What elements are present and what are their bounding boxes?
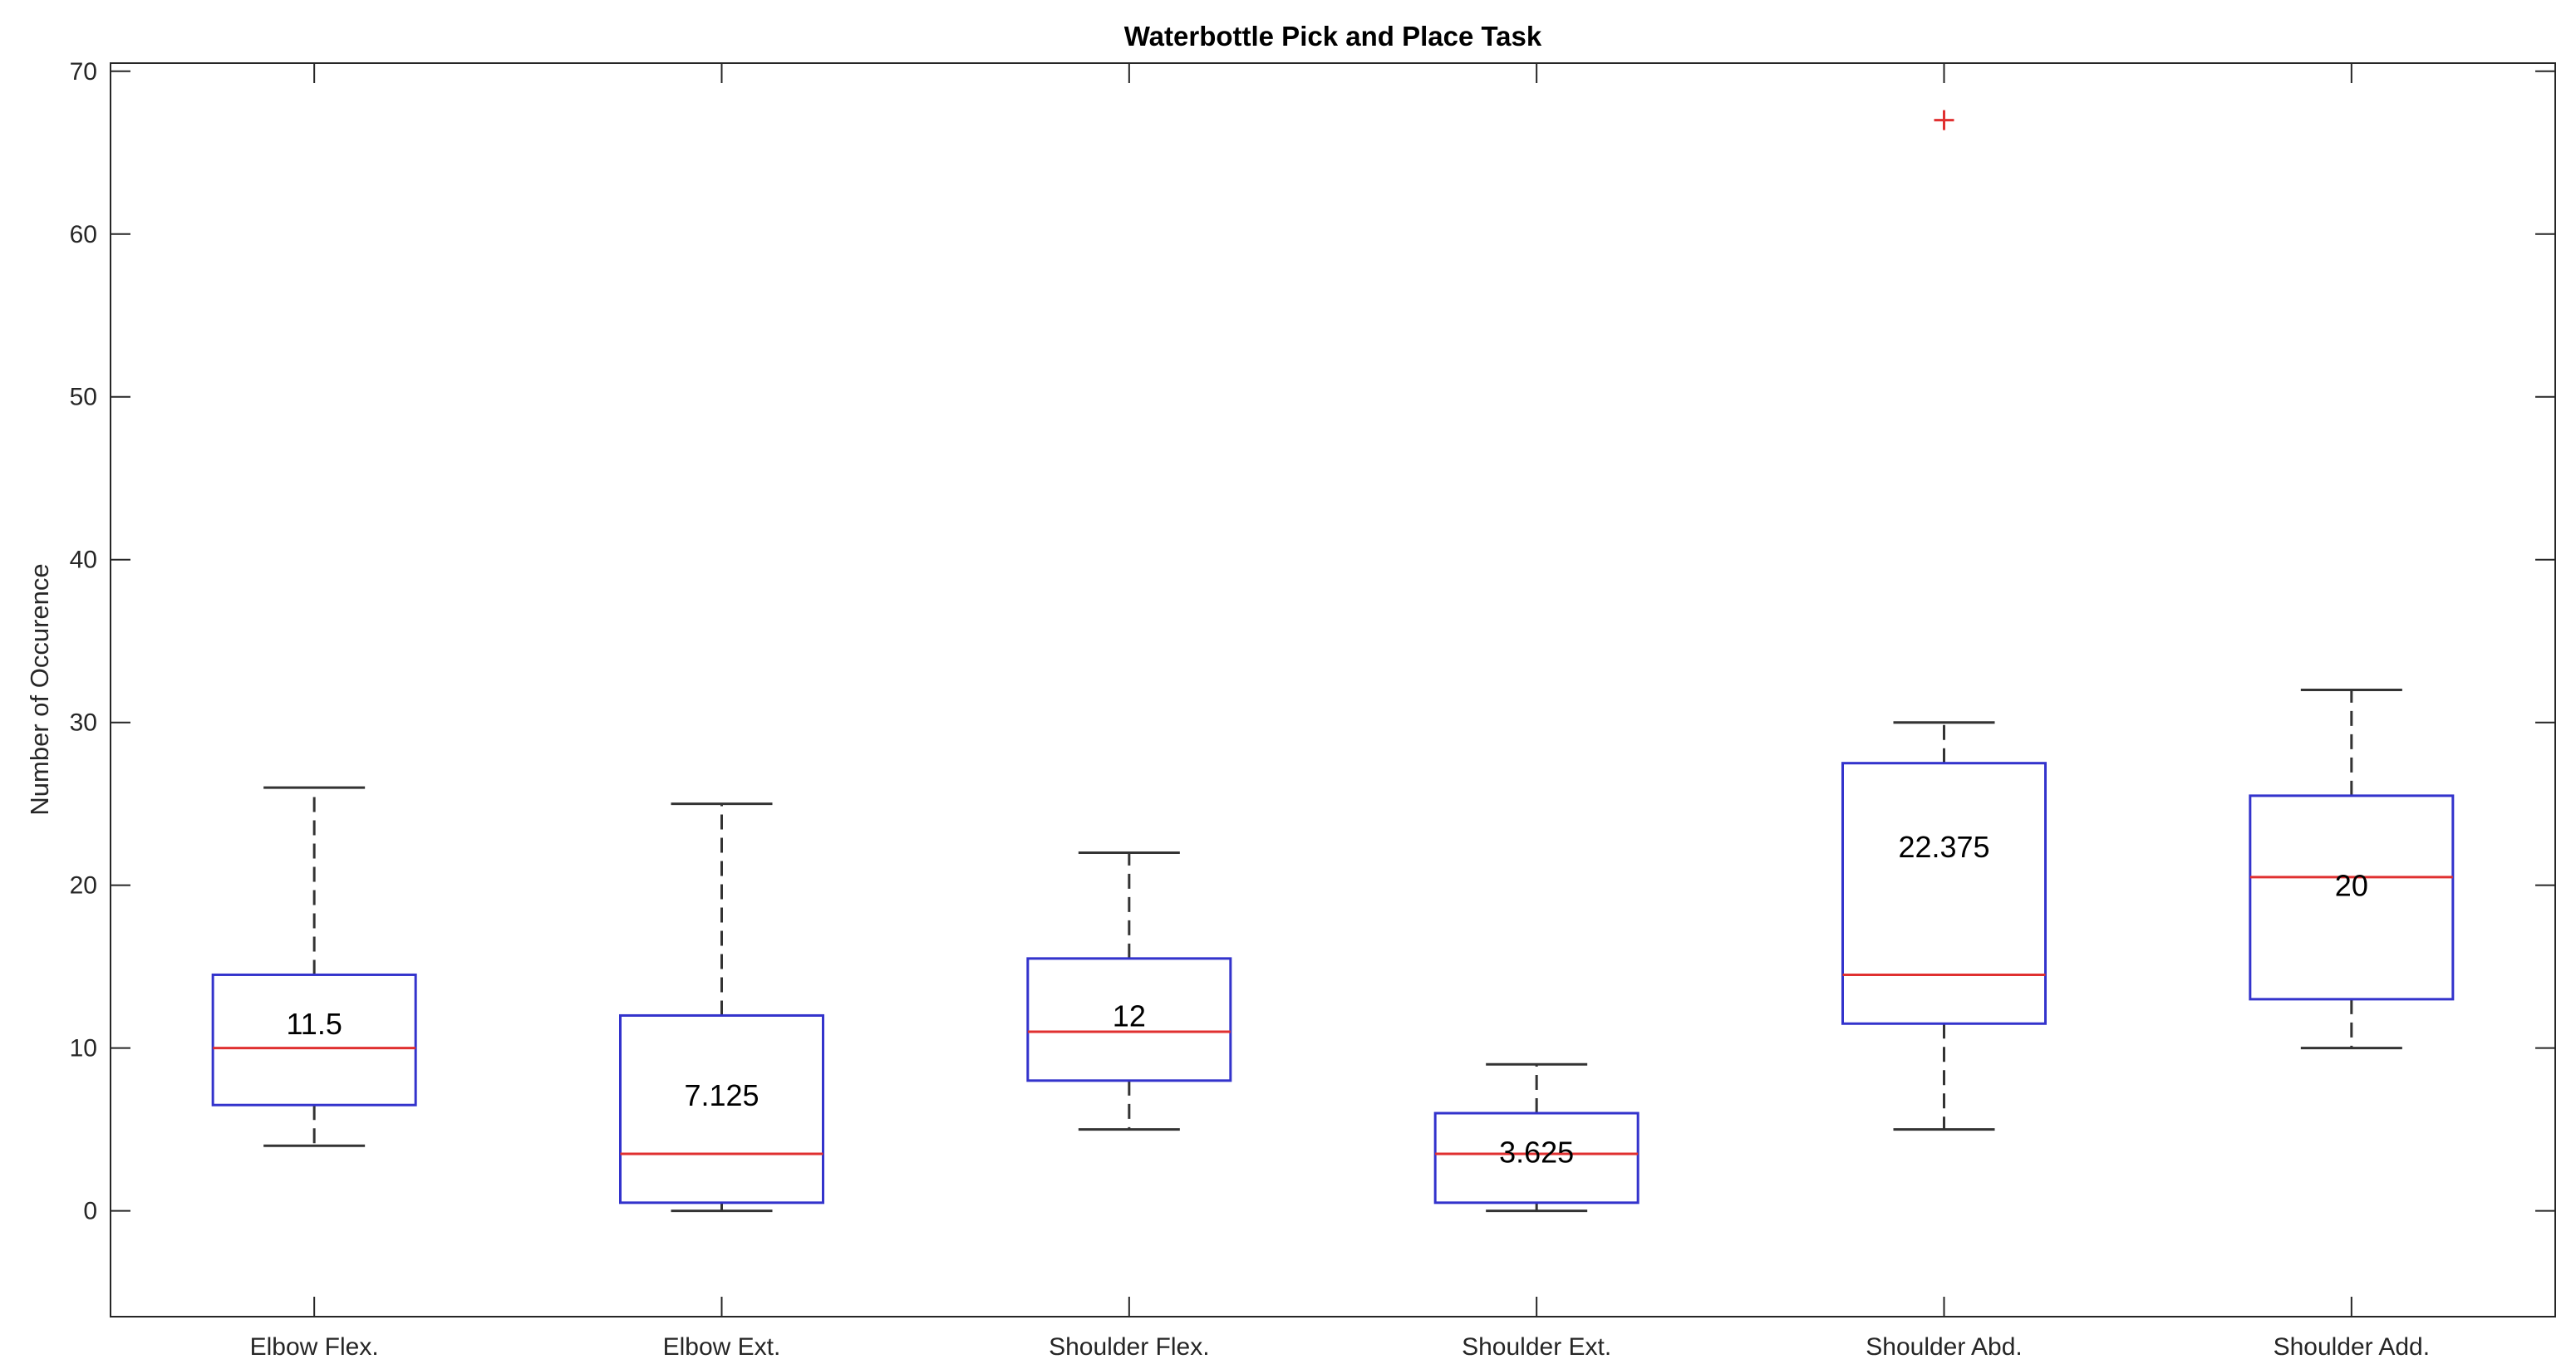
y-tick-label: 60 — [70, 221, 97, 248]
box-group: 22.375 — [1841, 110, 2047, 1131]
chart-title: Waterbottle Pick and Place Task — [1124, 21, 1542, 52]
x-tick-label: Elbow Flex. — [250, 1333, 379, 1361]
y-tick-label: 50 — [70, 384, 97, 411]
box — [1026, 957, 1232, 1082]
y-axis-ticks: 0 10 20 30 40 50 60 70 — [70, 58, 2555, 1225]
box-group: 12 — [1026, 851, 1232, 1131]
y-tick-label: 30 — [70, 709, 97, 737]
y-tick-label: 70 — [70, 58, 97, 86]
y-tick-label: 10 — [70, 1035, 97, 1062]
y-tick-label: 0 — [83, 1198, 97, 1225]
box — [1841, 762, 2047, 1025]
data-label: 12 — [1113, 999, 1146, 1033]
x-axis-ticks: Elbow Flex. Elbow Ext. Shoulder Flex. Shoul… — [250, 63, 2430, 1361]
data-label: 3.625 — [1499, 1136, 1574, 1170]
x-tick-label: Shoulder Ext. — [1462, 1333, 1611, 1361]
box-series: 11.5 7.125 12 3.625 22.375 20 — [211, 110, 2455, 1213]
box — [1433, 1111, 1639, 1205]
x-tick-label: Shoulder Add. — [2274, 1333, 2430, 1361]
x-tick-label: Shoulder Flex. — [1049, 1333, 1209, 1361]
box — [2249, 794, 2455, 1001]
x-tick-label: Shoulder Abd. — [1866, 1333, 2022, 1361]
box — [619, 1013, 824, 1205]
data-label: 20 — [2335, 869, 2368, 903]
data-label: 11.5 — [286, 1007, 342, 1041]
data-label: 22.375 — [1898, 830, 1989, 864]
box-group: 3.625 — [1433, 1062, 1639, 1213]
box-group: 11.5 — [211, 786, 417, 1147]
x-tick-label: Elbow Ext. — [663, 1333, 781, 1361]
y-tick-label: 40 — [70, 547, 97, 574]
y-tick-label: 20 — [70, 872, 97, 900]
data-label: 7.125 — [684, 1078, 759, 1112]
box-group: 7.125 — [619, 802, 824, 1213]
plot-frame — [110, 62, 2556, 1317]
y-axis-label: Number of Occurence — [25, 563, 54, 815]
box — [211, 973, 417, 1106]
box-group: 20 — [2249, 689, 2455, 1050]
